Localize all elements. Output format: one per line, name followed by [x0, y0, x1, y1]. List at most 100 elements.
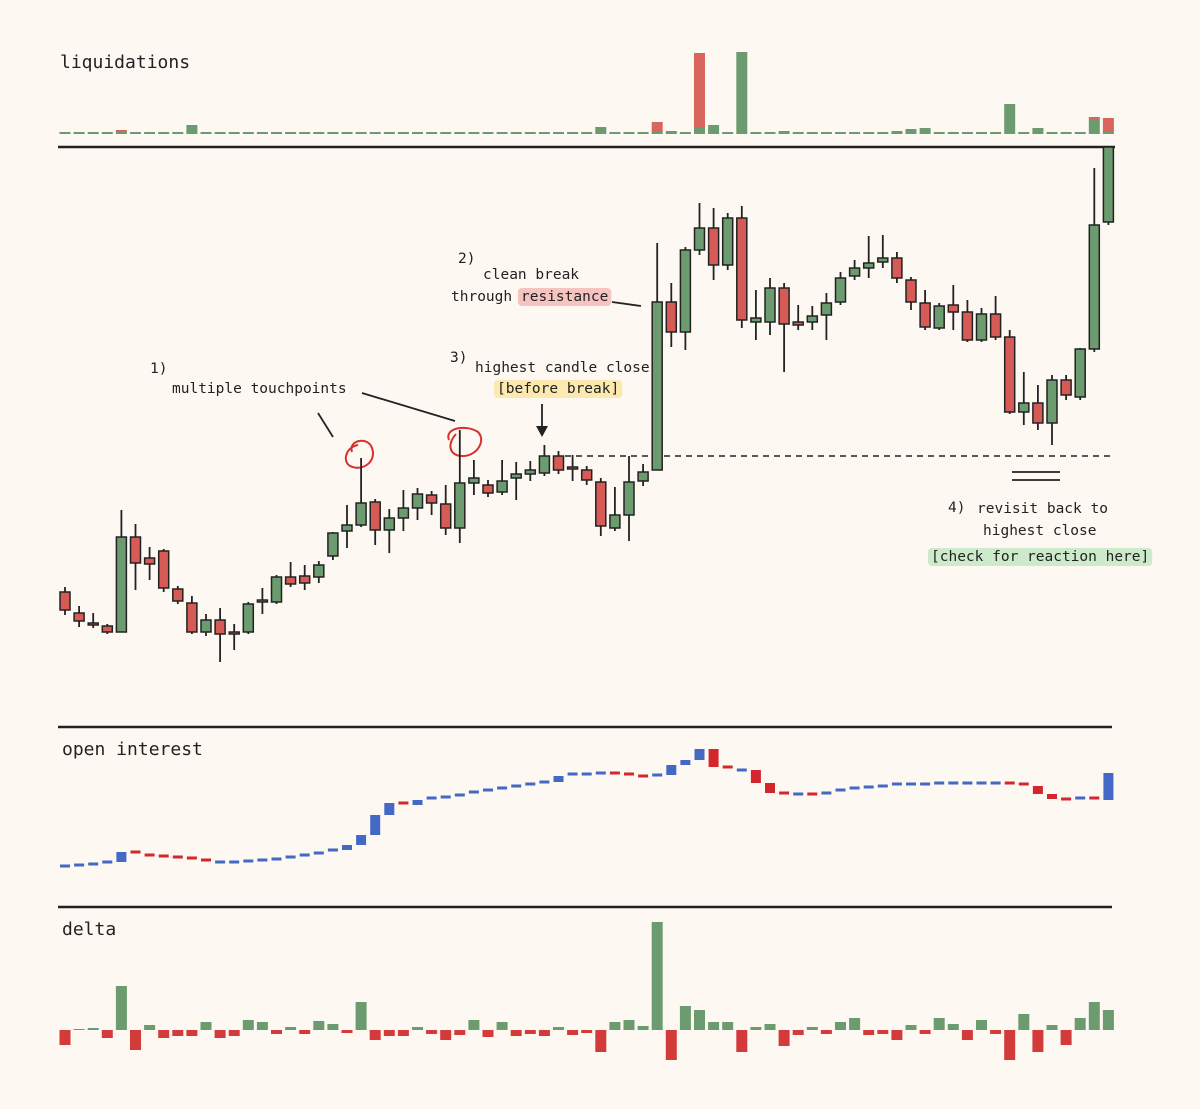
oi-bar	[863, 785, 874, 789]
oi-bar	[736, 768, 747, 772]
liquidation-bar	[271, 132, 282, 134]
delta-bar	[271, 1030, 282, 1034]
annotation: 3)	[450, 350, 467, 366]
marks: liquidations open interest delta	[59, 52, 1115, 1060]
candle-body	[228, 631, 240, 635]
delta-bar	[553, 1027, 564, 1030]
oi-bar	[285, 855, 296, 859]
oi-bar	[680, 760, 691, 765]
oi-bar	[750, 770, 761, 783]
delta-bar	[637, 1026, 649, 1030]
oi-bar	[708, 749, 719, 767]
panel-title: delta	[62, 919, 116, 940]
oi-bar	[327, 848, 338, 852]
oi-bar	[468, 790, 479, 794]
annotation: revisit back to	[977, 501, 1108, 517]
candle-body	[355, 502, 367, 526]
liquidation-bar	[722, 132, 734, 134]
candle-body	[665, 301, 678, 333]
oi-bar	[426, 796, 437, 800]
candle-body	[820, 302, 833, 316]
candle-body	[693, 227, 706, 251]
candle-body	[186, 602, 198, 633]
delta-bar	[1032, 1030, 1044, 1052]
candle-body	[1032, 402, 1044, 424]
delta-bar	[73, 1029, 85, 1030]
liquidation-bar	[863, 132, 875, 134]
liquidation-bar	[665, 131, 677, 134]
candle-body	[482, 484, 494, 494]
delta-bar	[609, 1022, 621, 1030]
delta-bar	[144, 1025, 156, 1030]
delta-bar	[877, 1030, 889, 1034]
liquidation-bar	[383, 132, 395, 134]
oi-bar	[384, 803, 395, 815]
delta-bar	[1018, 1014, 1030, 1030]
oi-bar	[398, 801, 409, 805]
oi-bar	[412, 800, 423, 805]
candle-body	[397, 507, 410, 519]
delta-bar	[299, 1030, 311, 1034]
candle-body	[538, 455, 551, 474]
liquidation-bar	[990, 132, 1002, 134]
candle-body	[1018, 402, 1030, 413]
liquidation-bar	[327, 132, 339, 134]
liquidation-bar	[651, 122, 663, 132]
candle-body	[580, 469, 593, 481]
candle-body	[862, 262, 875, 269]
delta-bar	[849, 1018, 861, 1030]
candle-body	[905, 279, 917, 303]
oi-bar	[271, 857, 282, 861]
delta-bar	[454, 1030, 466, 1035]
delta-bar	[581, 1030, 593, 1033]
delta-bar	[285, 1027, 297, 1030]
candle-body	[834, 277, 847, 303]
delta-bar	[736, 1030, 748, 1052]
highlight	[518, 288, 612, 306]
liquidation-bar	[961, 132, 973, 134]
liquidation-bar	[553, 132, 564, 134]
liquidation-bar	[299, 132, 311, 134]
candle-body	[764, 287, 776, 323]
annotation: 1)	[150, 361, 167, 377]
candle-body	[383, 517, 396, 531]
oi-bar	[638, 774, 649, 778]
delta-bar	[59, 1030, 71, 1045]
liquidation-bar	[806, 132, 818, 134]
delta-bar	[708, 1022, 720, 1030]
arrow-head	[536, 426, 548, 437]
liquidation-bar	[115, 130, 127, 132]
delta-bar	[496, 1022, 508, 1030]
liquidation-bar	[214, 132, 226, 134]
candle-body	[595, 481, 607, 527]
oi-bar	[525, 782, 536, 786]
delta-bar	[1088, 1002, 1100, 1030]
candle-body	[975, 313, 988, 341]
liquidation-bar	[764, 132, 776, 134]
candle-body	[721, 217, 734, 266]
liquidation-bar	[679, 132, 691, 134]
liquidation-bar	[355, 132, 367, 134]
candle-body	[87, 622, 99, 626]
liquidation-bar	[200, 132, 212, 134]
candle-body	[623, 481, 635, 516]
delta-bar	[538, 1030, 550, 1036]
candle-body	[806, 315, 819, 323]
oi-bar	[807, 792, 818, 796]
oi-bar	[483, 788, 493, 792]
oi-bar	[1004, 781, 1015, 785]
oi-bar	[186, 856, 197, 860]
liquidation-bar	[1046, 132, 1058, 134]
oi-bar	[102, 860, 113, 864]
delta-bar	[426, 1030, 438, 1034]
candle-body	[1046, 379, 1058, 424]
liquidation-bar	[468, 132, 480, 134]
oi-bar	[257, 858, 268, 862]
delta-bar	[750, 1027, 762, 1030]
delta-bar	[482, 1030, 494, 1037]
oi-bar	[1047, 794, 1057, 799]
liquidation-bar	[538, 132, 550, 134]
liquidation-bar	[524, 132, 536, 134]
delta-bar	[130, 1030, 141, 1050]
